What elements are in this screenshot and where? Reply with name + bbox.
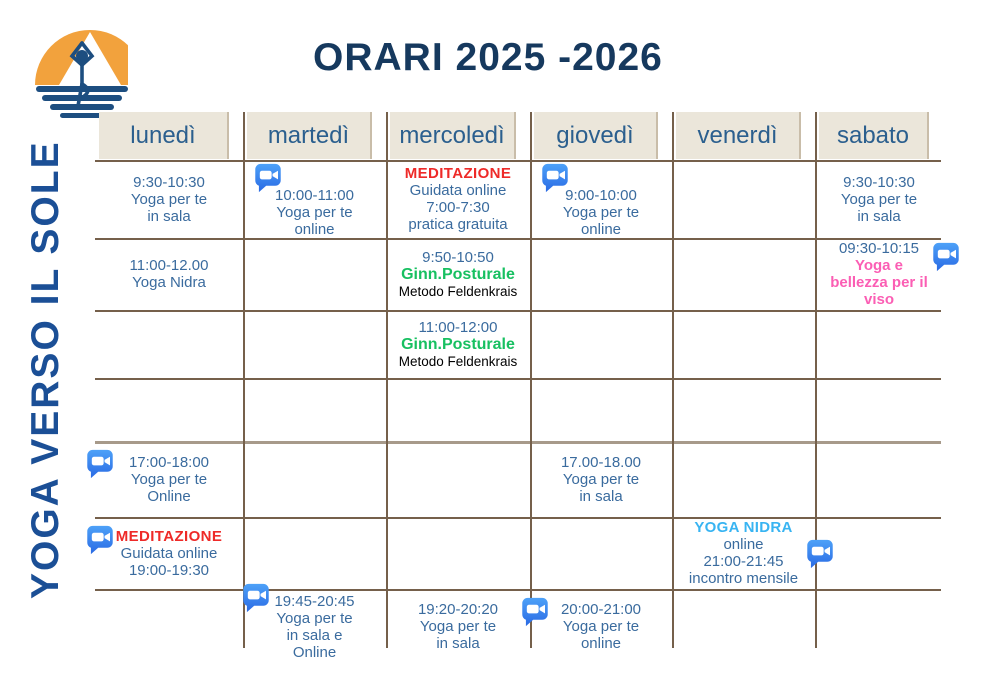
yoga-verso-il-sole-logo: [35, 30, 128, 118]
event-line: Yoga per te: [130, 470, 208, 488]
event-line: in sala e: [286, 626, 343, 644]
zoom-video-icon: [85, 449, 115, 479]
event-line: 20:00-21:00: [560, 601, 642, 618]
event-line: 19:20-20:20: [417, 601, 499, 618]
event-mercoledi-row2: 9:50-10:50 Ginn.Posturale Metodo Feldenkra…: [386, 238, 530, 310]
event-line: online: [580, 221, 622, 238]
event-line: Yoga Nidra: [132, 274, 206, 291]
zoom-video-icon: [540, 163, 570, 193]
day-header-2: martedì: [247, 112, 372, 159]
event-line: in sala: [436, 635, 480, 652]
event-line: Yoga per te: [276, 609, 353, 627]
event-line: Guidata online: [409, 182, 507, 199]
day-header-1: lunedì: [99, 112, 229, 159]
event-line: 11:00-12:00: [418, 318, 498, 336]
logo-yoga-figure: [69, 41, 95, 108]
event-sabato-row1: 9:30-10:30 Yoga per te in sala: [815, 160, 943, 238]
event-mercoledi-row1: MEDITAZIONE Guidata online 7:00-7:30 pratic…: [386, 160, 530, 238]
event-line: in sala: [857, 207, 901, 225]
event-line: online: [580, 635, 622, 652]
event-line: MEDITAZIONE: [115, 527, 223, 545]
page-title: ORARI 2025 -2026: [313, 36, 663, 79]
event-line: Ginn.Posturale: [401, 335, 515, 353]
event-line: Online: [147, 487, 191, 505]
event-line: 09:30-10:15: [838, 240, 920, 257]
grid-line-vertical: [243, 112, 245, 648]
event-giovedi-row1: 9:00-10:00 Yoga per te online: [530, 160, 672, 238]
event-martedi-row7: 19:45-20:45 Yoga per te in sala e Online: [243, 583, 386, 664]
event-line: MEDITAZIONE: [404, 165, 512, 182]
grid-line-horizontal: [95, 160, 941, 162]
day-header-5: venerdì: [676, 112, 801, 159]
zoom-video-icon: [520, 597, 550, 627]
grid-line-horizontal: [95, 378, 941, 380]
event-line: in sala: [147, 207, 191, 225]
event-line: 17:00-18:00: [128, 453, 210, 471]
event-giovedi-row7: 20:00-21:00 Yoga per te online: [522, 589, 672, 664]
brand-vertical-text: YOGA VERSO IL SOLE: [24, 140, 67, 600]
event-line: Ginn.Posturale: [401, 265, 515, 283]
event-giovedi-row5: 17.00-18.00 Yoga per te in sala: [530, 441, 672, 517]
grid-line-vertical: [815, 112, 817, 648]
zoom-video-icon: [931, 242, 961, 272]
event-line: Online: [292, 643, 337, 661]
event-lunedi-row6: MEDITAZIONE Guidata online 19:00-19:30: [87, 517, 243, 589]
event-line: YOGA NIDRA: [694, 519, 793, 536]
grid-line-horizontal: [95, 441, 941, 444]
grid-line-vertical: [386, 112, 388, 648]
grid-line-horizontal: [95, 517, 941, 519]
event-line: in sala: [579, 487, 623, 505]
event-lunedi-row5: 17:00-18:00 Yoga per te Online: [87, 441, 243, 517]
event-line: Yoga per te: [276, 204, 353, 221]
event-mercoledi-row7: 19:20-20:20 Yoga per te in sala: [386, 589, 530, 664]
event-line: Yoga per te: [562, 470, 640, 488]
event-line: 21:00-21:45: [703, 553, 784, 570]
grid-line-vertical: [672, 112, 674, 648]
event-line: 10:00-11:00: [275, 187, 354, 204]
event-lunedi-row2: 11:00-12.00 Yoga Nidra: [95, 238, 243, 310]
event-line: 9:50-10:50: [422, 248, 494, 266]
event-line: Yoga per te: [840, 190, 918, 208]
day-header-4: giovedì: [534, 112, 658, 159]
event-line: Guidata online: [120, 544, 218, 562]
event-line: 11:00-12.00: [129, 257, 209, 274]
event-line: pratica gratuita: [408, 216, 508, 233]
schedule-grid: lunedì martedì mercoledì giovedì venerdì saba…: [87, 112, 959, 664]
zoom-video-icon: [805, 539, 835, 569]
event-line: 19:00-19:30: [128, 561, 210, 579]
grid-line-horizontal: [95, 238, 941, 240]
event-line: 9:30-10:30: [843, 173, 915, 191]
event-line: Yoga e: [854, 257, 904, 274]
event-martedi-row1: 10:00-11:00 Yoga per te online: [243, 160, 386, 238]
grid-line-vertical: [530, 112, 532, 648]
event-line: incontro mensile: [688, 570, 799, 587]
event-line: Metodo Feldenkrais: [398, 353, 518, 369]
event-line: online: [294, 221, 335, 238]
event-line: Yoga per te: [130, 190, 208, 208]
event-line: 19:45-20:45: [274, 592, 355, 610]
event-line: 7:00-7:30: [426, 199, 490, 216]
event-lunedi-row1: 9:30-10:30 Yoga per te in sala: [95, 160, 243, 238]
day-header-6: sabato: [819, 112, 929, 159]
event-line: viso: [863, 291, 894, 308]
grid-line-horizontal: [95, 589, 941, 591]
event-sabato-row2: 09:30-10:15 Yoga e bellezza per il viso: [815, 238, 959, 310]
event-line: 9:00-10:00: [565, 187, 637, 204]
event-line: 17.00-18.00: [560, 453, 642, 471]
event-venerdi-row6: YOGA NIDRA online 21:00-21:45 incontro mens…: [672, 517, 833, 589]
event-line: Metodo Feldenkrais: [398, 283, 518, 299]
zoom-video-icon: [253, 163, 283, 193]
event-line: Yoga per te: [562, 618, 640, 635]
event-line: online: [723, 536, 764, 553]
event-line: 9:30-10:30: [133, 173, 205, 191]
zoom-video-icon: [241, 583, 271, 613]
zoom-video-icon: [85, 525, 115, 555]
event-line: bellezza per il: [830, 274, 928, 291]
event-line: Yoga per te: [419, 618, 497, 635]
event-line: Yoga per te: [562, 204, 640, 221]
day-header-3: mercoledì: [390, 112, 516, 159]
event-mercoledi-row3: 11:00-12:00 Ginn.Posturale Metodo Feldenkr…: [386, 310, 530, 378]
grid-line-horizontal: [95, 310, 941, 312]
